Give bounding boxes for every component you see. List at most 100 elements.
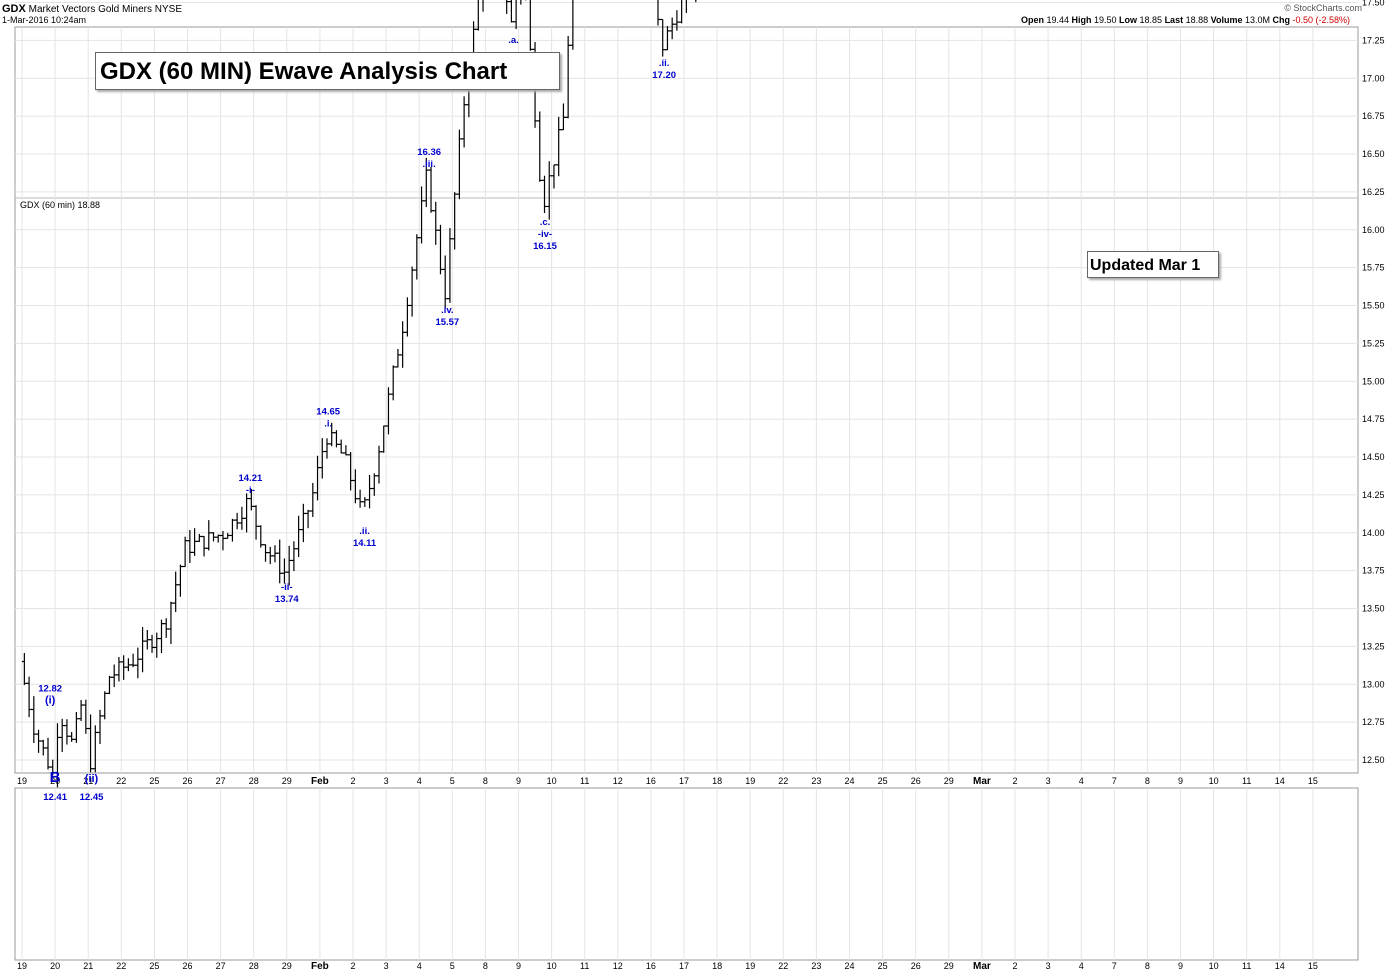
wave-label: .ii. bbox=[359, 526, 370, 537]
ohlc-bar bbox=[140, 627, 146, 673]
ohlc-bar bbox=[244, 493, 250, 533]
quote-label: Low bbox=[1119, 15, 1140, 25]
x-tick-label: 8 bbox=[1145, 961, 1150, 971]
ohlc-bar bbox=[31, 696, 37, 744]
y-tick-label: 13.50 bbox=[1362, 604, 1385, 614]
wave-label: (ii) bbox=[85, 773, 99, 785]
ohlc-bar bbox=[291, 541, 297, 572]
ohlc-bar bbox=[121, 655, 127, 680]
x-tick-label: 19 bbox=[745, 961, 755, 971]
ohlc-bar bbox=[390, 365, 396, 401]
ohlc-bar bbox=[442, 255, 448, 309]
ohlc-bar bbox=[352, 469, 358, 504]
x-tick-label: Mar bbox=[973, 776, 991, 787]
panel-frames bbox=[14, 26, 1359, 961]
x-tick-label: 28 bbox=[249, 961, 259, 971]
ohlc-bar bbox=[475, 0, 479, 31]
ohlc-bar bbox=[234, 512, 240, 530]
x-tick-label: 5 bbox=[450, 776, 455, 786]
wave-label: -i- bbox=[246, 485, 255, 496]
ohlc-bar bbox=[229, 518, 235, 542]
ohlc-bar bbox=[437, 224, 443, 275]
wave-label: 16.36 bbox=[417, 147, 441, 158]
ohlc-bar bbox=[88, 714, 94, 773]
ohlc-bar bbox=[400, 321, 406, 368]
x-tick-label: 10 bbox=[547, 961, 557, 971]
brand-logo: © StockCharts.com bbox=[1284, 3, 1362, 13]
ohlc-bar bbox=[196, 533, 202, 542]
ohlc-bar bbox=[556, 116, 562, 177]
x-tick-label: 11 bbox=[580, 961, 589, 971]
y-tick-label: 13.00 bbox=[1362, 679, 1385, 689]
ohlc-bar bbox=[201, 535, 207, 557]
ohlc-bar bbox=[182, 536, 188, 568]
ohlc-bar bbox=[381, 425, 387, 453]
quote-value: 13.0M bbox=[1244, 15, 1273, 25]
ohlc-bar bbox=[21, 653, 27, 686]
ohlc-bar bbox=[357, 489, 363, 508]
chart-datetime: 1-Mar-2016 10:24am bbox=[2, 15, 87, 25]
wave-label: 12.41 bbox=[43, 792, 67, 803]
y-tick-label: 15.50 bbox=[1362, 301, 1385, 311]
price-panel-frame bbox=[14, 26, 1359, 774]
x-tick-label: 9 bbox=[1178, 961, 1183, 971]
quote-line: Open 19.44 High 19.50 Low 18.85 Last 18.… bbox=[1021, 15, 1350, 25]
x-tick-label: 11 bbox=[580, 776, 589, 786]
x-tick-label: 2 bbox=[350, 776, 355, 786]
ohlc-bar bbox=[414, 234, 420, 280]
ohlc-bar bbox=[130, 653, 136, 668]
y-tick-label: 15.00 bbox=[1362, 376, 1385, 386]
ohlc-bar bbox=[281, 558, 287, 584]
ohlc-bar bbox=[447, 228, 453, 303]
wave-label: 14.21 bbox=[238, 473, 262, 484]
ohlc-bar bbox=[367, 474, 373, 509]
wave-label: .c. bbox=[540, 217, 551, 228]
y-tick-label: 14.50 bbox=[1362, 452, 1385, 462]
x-tick-label: 11 bbox=[1242, 961, 1251, 971]
wave-label: B bbox=[50, 769, 61, 786]
y-tick-label: 14.00 bbox=[1362, 528, 1385, 538]
x-tick-label: 16 bbox=[646, 776, 656, 786]
ohlc-bar bbox=[482, 0, 484, 12]
ohlc-bar bbox=[319, 438, 325, 479]
ohlc-bar bbox=[263, 544, 269, 562]
ohlc-bar bbox=[660, 18, 666, 57]
y-tick-label: 17.00 bbox=[1362, 73, 1385, 83]
x-tick-label: 25 bbox=[149, 776, 159, 786]
y-tick-label: 16.25 bbox=[1362, 187, 1385, 197]
quote-label: Volume bbox=[1210, 15, 1245, 25]
updated-note: Updated Mar 1 bbox=[1087, 251, 1219, 278]
x-tick-label: 26 bbox=[182, 776, 192, 786]
ohlc-bar bbox=[333, 430, 339, 448]
ohlc-bar bbox=[206, 520, 212, 551]
x-tick-label: 3 bbox=[1046, 961, 1051, 971]
x-tick-label: 2 bbox=[350, 961, 355, 971]
quote-value: 19.50 bbox=[1094, 15, 1120, 25]
x-tick-label: 4 bbox=[417, 961, 422, 971]
ohlc-bar bbox=[158, 619, 164, 654]
ohlc-bar bbox=[69, 731, 75, 742]
x-tick-label: 29 bbox=[944, 961, 954, 971]
ohlc-bar bbox=[125, 658, 131, 672]
wave-label: .iv. bbox=[441, 305, 454, 316]
x-tick-label: 10 bbox=[547, 776, 557, 786]
quote-label: Last bbox=[1164, 15, 1186, 25]
ohlc-bar bbox=[423, 157, 429, 208]
ohlc-bar bbox=[225, 532, 231, 539]
ohlc-bar bbox=[537, 111, 543, 182]
x-tick-label: 7 bbox=[1112, 776, 1117, 786]
x-tick-label: 2 bbox=[1012, 961, 1017, 971]
x-tick-label: 29 bbox=[944, 776, 954, 786]
ohlc-bar bbox=[310, 482, 316, 517]
x-tick-label: 12 bbox=[613, 776, 623, 786]
y-tick-label: 15.75 bbox=[1362, 263, 1385, 273]
ohlc-bar bbox=[111, 664, 117, 688]
ohlc-bar bbox=[83, 699, 89, 734]
ohlc-bar bbox=[54, 723, 60, 788]
wave-label: 12.45 bbox=[80, 792, 104, 803]
quote-value: 19.44 bbox=[1046, 15, 1072, 25]
ohlc-bar bbox=[168, 601, 174, 645]
ohlc-bar bbox=[173, 571, 179, 612]
ohlc-bar bbox=[348, 451, 354, 491]
ohlc-bar bbox=[102, 691, 108, 720]
